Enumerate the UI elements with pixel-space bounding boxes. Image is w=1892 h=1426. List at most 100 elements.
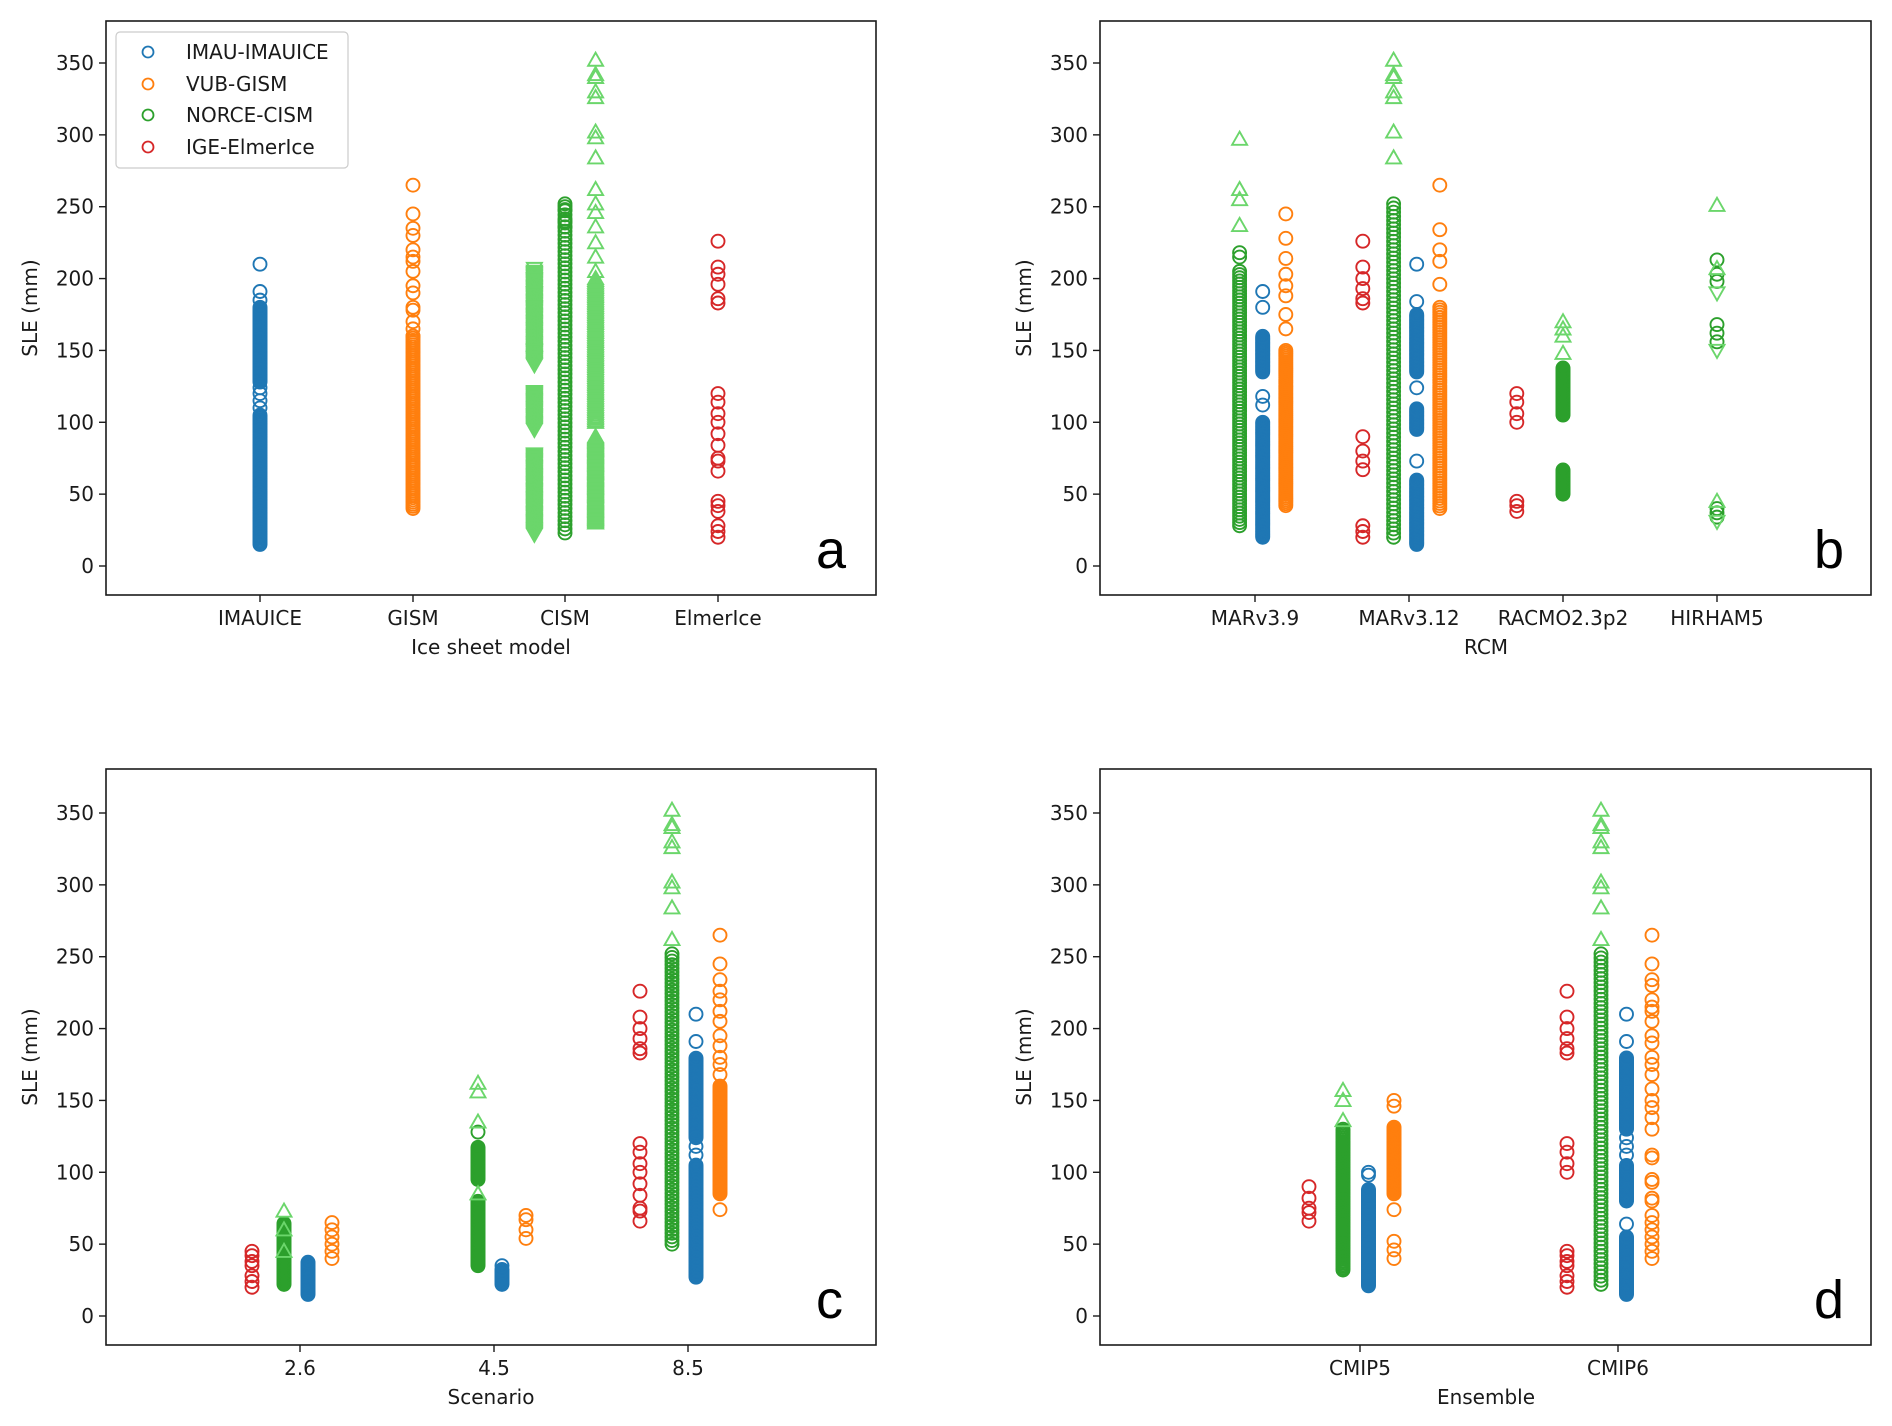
data-point — [1409, 294, 1425, 310]
data-point — [1386, 196, 1402, 212]
data-point — [1386, 1202, 1402, 1218]
data-point — [1644, 1215, 1660, 1231]
data-point — [405, 328, 421, 344]
data-point — [274, 1220, 294, 1237]
data-point — [525, 447, 544, 464]
legend-entry: IGE-ElmerIce — [141, 135, 315, 159]
data-point — [1301, 1179, 1317, 1195]
y-axis-label-c: SLE (mm) — [18, 1008, 42, 1105]
series-norce-cism — [276, 1215, 292, 1292]
data-point — [710, 518, 726, 534]
data-point — [468, 1112, 488, 1129]
legend-box — [115, 31, 349, 169]
plot-frame-d — [1099, 768, 1872, 1346]
data-point — [632, 1203, 648, 1219]
legend-marker-vub — [141, 77, 155, 91]
x-tick-label: RACMO2.3p2 — [1498, 606, 1629, 630]
series-vub-gism — [405, 177, 421, 516]
data-point — [1707, 259, 1727, 276]
y-tick-label: 200 — [1050, 267, 1088, 291]
data-point — [1559, 1021, 1575, 1037]
data-point — [1559, 1156, 1575, 1172]
data-point — [300, 1254, 316, 1270]
data-point — [405, 220, 421, 236]
data-point — [1386, 1233, 1402, 1249]
data-point — [1409, 256, 1425, 272]
data-point — [405, 278, 421, 294]
y-tick-label: 300 — [1050, 873, 1088, 897]
data-point — [470, 1139, 486, 1155]
x-axis-label-b: RCM — [1464, 635, 1508, 659]
data-point — [1509, 493, 1525, 509]
data-point — [494, 1258, 510, 1274]
x-ticks-d: CMIP5 CMIP6 — [1329, 1345, 1649, 1380]
panel-d: 0 50 100 150 200 250 300 350 CMIP5 CMIP6 Ensembl… — [1012, 768, 1872, 1409]
data-point — [1559, 1164, 1575, 1180]
x-tick-label: ElmerIce — [674, 606, 761, 630]
data-point — [1593, 950, 1609, 966]
series-norce-cism — [1709, 252, 1725, 525]
panel-c: 0 50 100 150 200 250 300 350 2.6 4.5 8.5 Scenario… — [18, 768, 877, 1409]
data-point — [710, 406, 726, 422]
y-tick-label: 150 — [56, 1088, 94, 1112]
data-point — [712, 972, 728, 988]
legend: IMAU-IMAUICE VUB-GISM NORCE-CISM IGE-Elm… — [115, 31, 349, 169]
data-point — [244, 1243, 260, 1259]
data-point — [252, 386, 268, 401]
data-point — [1301, 1205, 1317, 1220]
series-norce-cism-variant — [1384, 50, 1403, 165]
series-imau-imauice — [688, 1006, 704, 1285]
y-tick-label: 100 — [1050, 1160, 1088, 1184]
x-ticks-a: IMAUICE GISM CISM ElmerIce — [218, 595, 762, 630]
legend-entry: VUB-GISM — [141, 72, 287, 96]
data-point — [1355, 259, 1371, 275]
legend-marker-imau — [141, 45, 155, 59]
data-point — [688, 1034, 704, 1049]
data-point — [710, 394, 726, 410]
y-tick-label: 200 — [56, 1017, 94, 1041]
plot-frame-c — [105, 768, 877, 1346]
data-point — [244, 1253, 260, 1269]
data-point — [1278, 251, 1294, 266]
data-point — [1355, 291, 1371, 307]
data-point — [1278, 278, 1294, 294]
data-point — [632, 1144, 648, 1160]
data-point — [1644, 1251, 1660, 1266]
data-point — [632, 983, 648, 999]
series-norce-cism — [557, 196, 573, 541]
data-point — [468, 1073, 488, 1090]
data-point — [710, 259, 726, 275]
data-point — [712, 927, 728, 943]
data-point — [557, 213, 573, 229]
data-point — [1432, 253, 1448, 269]
y-tick-label: 300 — [1050, 123, 1088, 147]
data-point — [662, 930, 682, 947]
series-imau-imauice — [300, 1254, 316, 1302]
data-point — [586, 50, 605, 67]
data-point — [712, 1067, 728, 1083]
x-tick-label: 4.5 — [478, 1356, 510, 1380]
series-imau-imauice — [1255, 284, 1271, 545]
y-tick-label: 150 — [56, 338, 94, 362]
data-point — [1509, 406, 1525, 422]
x-ticks-c: 2.6 4.5 8.5 — [284, 1345, 704, 1380]
legend-entry: NORCE-CISM — [141, 103, 313, 127]
data-point — [1232, 263, 1248, 279]
data-point — [1355, 529, 1371, 545]
series-ige-elmerice — [632, 983, 648, 1229]
y-axis-label-d: SLE (mm) — [1012, 1008, 1036, 1105]
data-point — [1386, 1092, 1402, 1108]
data-point — [1644, 1035, 1660, 1051]
data-point — [274, 1241, 294, 1258]
data-point — [586, 427, 605, 444]
series-ige-elmerice — [1355, 233, 1371, 545]
data-point — [1255, 299, 1271, 315]
data-point — [405, 285, 421, 301]
data-point — [1591, 832, 1611, 849]
data-point — [1278, 288, 1294, 304]
data-point — [586, 82, 605, 99]
series-imau-imauice — [1409, 256, 1425, 552]
data-point — [1432, 177, 1448, 193]
x-tick-label: 2.6 — [284, 1356, 316, 1380]
data-point — [1384, 82, 1403, 99]
